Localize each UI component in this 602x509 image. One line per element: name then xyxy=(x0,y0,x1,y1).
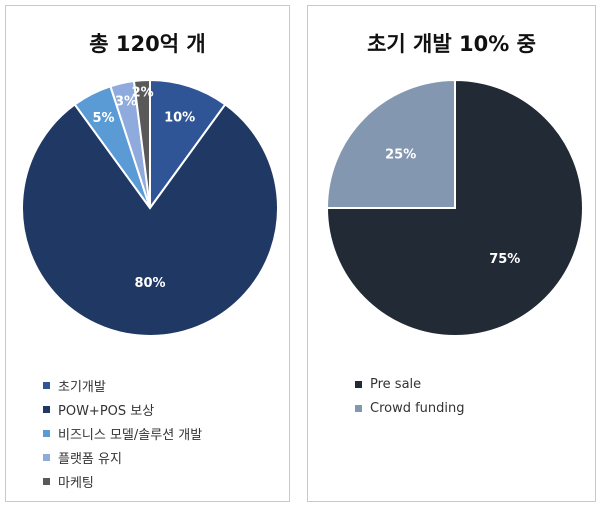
chart-title: 초기 개발 10% 중 xyxy=(367,32,536,56)
legend-label: 플랫폼 유지 xyxy=(58,451,122,467)
chart-panel-initial-dev: 초기 개발 10% 중 75% 25% Pre sale Crowd funding xyxy=(307,5,596,502)
pie-chart-initial-dev: 75% 25% xyxy=(325,78,584,337)
legend-label: 초기개발 xyxy=(58,379,106,395)
pie-slice xyxy=(21,103,279,337)
legend-swatch xyxy=(43,381,50,389)
legend-swatch xyxy=(43,453,50,461)
legend-label: Pre sale xyxy=(370,376,422,392)
legend-item: Crowd funding xyxy=(355,396,465,420)
legend-label: 비즈니스 모델/솔루션 개발 xyxy=(58,427,203,443)
legend-label: Crowd funding xyxy=(370,400,465,416)
pie-chart-total: 10% 80% 5%3%2% xyxy=(21,78,279,337)
legend-item: 플랫폼 유지 xyxy=(43,445,202,469)
pie-slice xyxy=(132,78,151,209)
legend-item: Pre sale xyxy=(355,372,465,396)
legend-swatch xyxy=(355,404,362,412)
legend-item: POW+POS 보상 xyxy=(43,397,202,421)
legend-swatch xyxy=(43,405,50,413)
chart-title: 총 120억 개 xyxy=(89,32,206,56)
legend-initial-dev: Pre sale Crowd funding xyxy=(355,372,465,420)
data-label: 2% xyxy=(132,86,154,101)
pie-slice xyxy=(325,78,456,209)
legend-swatch xyxy=(355,380,362,388)
legend-swatch xyxy=(43,477,50,485)
legend-item: 초기개발 xyxy=(43,373,202,397)
pie-slice xyxy=(149,78,227,212)
legend-label: POW+POS 보상 xyxy=(58,403,155,419)
pie-slice xyxy=(325,78,584,337)
legend-item: 마케팅 xyxy=(43,469,202,493)
data-label: 25% xyxy=(385,148,416,163)
data-label: 3% xyxy=(115,95,137,110)
legend-label: 마케팅 xyxy=(58,475,94,491)
data-label: 10% xyxy=(164,111,195,126)
legend-swatch xyxy=(43,429,50,437)
legend-item: 비즈니스 모델/솔루션 개발 xyxy=(43,421,202,445)
data-label: 80% xyxy=(134,276,165,291)
data-label: 5% xyxy=(92,111,114,126)
data-label: 75% xyxy=(489,252,520,267)
